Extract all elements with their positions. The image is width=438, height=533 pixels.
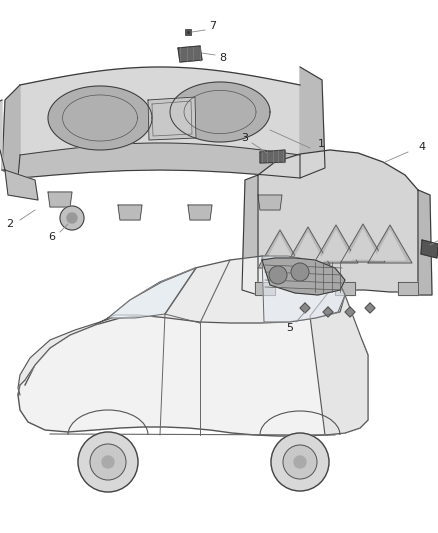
Polygon shape [310,280,368,435]
Polygon shape [0,100,5,170]
Text: 3: 3 [241,133,248,143]
Polygon shape [300,67,325,178]
Polygon shape [258,195,282,210]
Polygon shape [421,240,438,258]
Circle shape [283,445,317,479]
Text: 4: 4 [418,142,425,152]
Polygon shape [258,150,418,295]
Polygon shape [286,227,330,265]
Polygon shape [2,85,20,178]
Polygon shape [18,312,368,436]
Polygon shape [255,282,275,295]
Polygon shape [258,230,302,268]
Circle shape [90,444,126,480]
Polygon shape [178,46,202,62]
Polygon shape [293,233,323,262]
Polygon shape [20,143,300,178]
Circle shape [271,433,329,491]
Circle shape [102,456,114,468]
Text: 7: 7 [209,21,216,31]
Polygon shape [265,236,295,265]
Polygon shape [418,190,432,295]
Circle shape [78,432,138,492]
Polygon shape [323,307,333,317]
Circle shape [67,213,77,223]
Polygon shape [108,256,345,323]
Circle shape [60,206,84,230]
Polygon shape [300,303,310,313]
Polygon shape [345,307,355,317]
Polygon shape [321,231,351,260]
Polygon shape [118,205,142,220]
Circle shape [294,456,306,468]
Circle shape [291,263,309,281]
Polygon shape [262,256,345,322]
Polygon shape [374,231,406,260]
Text: 6: 6 [49,232,56,242]
Polygon shape [48,86,152,150]
Polygon shape [365,303,375,313]
Circle shape [269,266,287,284]
Polygon shape [188,205,212,220]
Polygon shape [314,225,358,263]
Text: 2: 2 [7,219,14,229]
Polygon shape [20,67,300,155]
Text: 8: 8 [219,53,226,63]
Polygon shape [368,225,412,263]
Polygon shape [262,258,345,295]
Polygon shape [108,268,196,318]
Polygon shape [242,175,258,295]
Text: 1: 1 [318,139,325,149]
Polygon shape [348,230,378,259]
Text: 5: 5 [286,323,293,333]
Polygon shape [170,82,270,142]
Polygon shape [5,170,38,200]
Polygon shape [260,150,285,163]
Polygon shape [341,224,385,262]
Polygon shape [18,318,112,395]
Polygon shape [398,282,418,295]
Polygon shape [335,282,355,295]
Polygon shape [148,97,196,140]
Polygon shape [48,192,72,207]
